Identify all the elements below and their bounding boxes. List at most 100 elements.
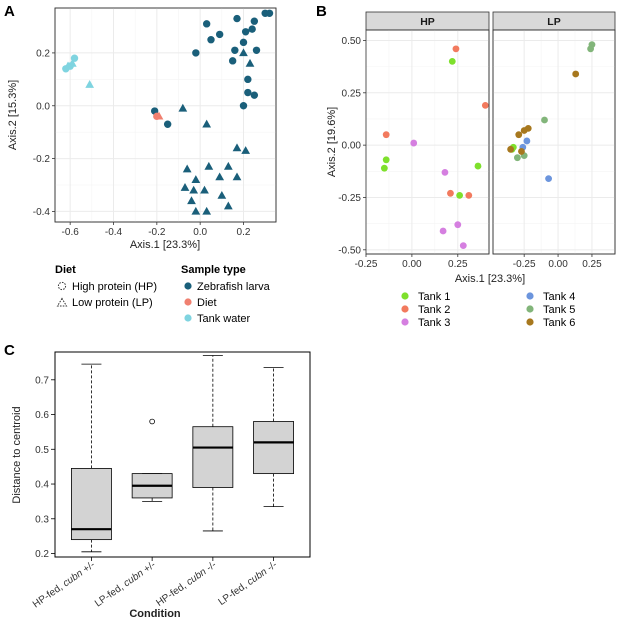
point-diet-triangle bbox=[154, 111, 164, 120]
legend-diet-item-hp: High protein (HP) bbox=[72, 281, 157, 293]
panel-a-x-ticks: -0.6 -0.4 -0.2 0.0 0.2 bbox=[62, 222, 251, 238]
y-tick-label: 0.6 bbox=[35, 410, 49, 421]
legend-swatch-tank-5 bbox=[526, 305, 534, 313]
y-tick-label: 0.2 bbox=[35, 549, 49, 560]
y-tick-label: 0.5 bbox=[35, 445, 49, 456]
y-tick-label: -0.2 bbox=[33, 154, 51, 165]
point-zebrafish-larva-circle bbox=[207, 36, 215, 44]
point-zebrafish-larva-circle bbox=[202, 20, 211, 28]
legend-label-tank-2: Tank 2 bbox=[418, 304, 450, 316]
facet-hp-frame bbox=[365, 29, 490, 255]
panel-c-boxplot: 0.20.30.40.50.60.7 HP-fed, cubn +/-LP-fe… bbox=[11, 351, 311, 620]
point-lp-tank-6 bbox=[507, 145, 515, 153]
panel-a-scatter: -0.6 -0.4 -0.2 0.0 0.2 -0.4 -0.2 0.0 0.2 Axis.1… bbox=[7, 7, 277, 251]
panel-c-x-ticks: HP-fed, cubn +/-LP-fed, cubn +/-HP-fed, … bbox=[31, 557, 279, 610]
point-hp-tank-3 bbox=[459, 242, 467, 250]
point-lp-tank-6 bbox=[572, 70, 580, 78]
legend-circle-icon bbox=[57, 281, 67, 291]
point-zebrafish-larva-circle bbox=[244, 88, 252, 97]
y-tick-label: -0.25 bbox=[338, 193, 361, 204]
legend-swatch-tank-3 bbox=[401, 318, 409, 326]
point-hp-tank-2 bbox=[452, 45, 460, 53]
box-3 bbox=[192, 355, 234, 532]
legend-swatch-tank-1 bbox=[401, 292, 409, 300]
point-zebrafish-larva-triangle bbox=[189, 185, 199, 194]
y-tick-label: 0.3 bbox=[35, 514, 49, 525]
point-zebrafish-larva-triangle bbox=[217, 190, 227, 199]
box-iqr bbox=[253, 421, 294, 475]
point-hp-tank-3 bbox=[410, 139, 418, 147]
panel-c-boxes bbox=[71, 355, 294, 553]
point-hp-tank-3 bbox=[439, 227, 447, 235]
panel-b-faceted-scatter: HP LP -0.25 0.00 0.25 -0.25 0.00 0.25 -0.50-0… bbox=[326, 11, 616, 329]
legend-label-tank-5: Tank 5 bbox=[543, 304, 575, 316]
legend-label-tank-6: Tank 6 bbox=[543, 317, 575, 329]
point-zebrafish-larva-circle bbox=[250, 91, 259, 99]
y-tick-label: -0.50 bbox=[338, 245, 361, 256]
x-tick-label: LP-fed, cubn -/- bbox=[217, 559, 280, 608]
legend-label-tank-3: Tank 3 bbox=[418, 317, 450, 329]
y-tick-label: -0.4 bbox=[33, 207, 51, 218]
x-tick-label: 0.2 bbox=[237, 227, 251, 238]
legend-swatch-tank-6 bbox=[526, 318, 534, 326]
point-lp-tank-5 bbox=[587, 45, 594, 53]
point-zebrafish-larva-triangle bbox=[202, 206, 212, 215]
panel-c-y-label: Distance to centroid bbox=[11, 406, 23, 503]
point-zebrafish-larva-triangle bbox=[215, 172, 225, 181]
y-tick-label: 0.0 bbox=[36, 101, 50, 112]
box-4 bbox=[253, 367, 294, 508]
legend-label-tank-1: Tank 1 bbox=[418, 291, 450, 303]
legend-sample-item-diet: Diet bbox=[197, 297, 217, 309]
x-tick-label: -0.2 bbox=[148, 227, 166, 238]
point-hp-tank-1 bbox=[382, 156, 390, 164]
legend-sample-item-zebrafish: Zebrafish larva bbox=[197, 281, 271, 293]
point-zebrafish-larva-triangle bbox=[223, 161, 233, 170]
point-tank-water-triangle bbox=[63, 61, 73, 70]
x-tick-label: 0.25 bbox=[448, 259, 468, 270]
panel-a-points bbox=[62, 9, 274, 215]
point-hp-tank-2 bbox=[382, 131, 390, 139]
y-tick-label: 0.2 bbox=[36, 48, 50, 59]
facet-lp-frame bbox=[492, 29, 616, 255]
panel-a-y-label: Axis.2 [15.3%] bbox=[7, 80, 19, 150]
point-zebrafish-larva-triangle bbox=[200, 185, 209, 194]
point-lp-tank-4 bbox=[523, 137, 531, 145]
x-tick-label: LP-fed, cubn +/- bbox=[93, 559, 158, 609]
y-tick-label: 0.4 bbox=[35, 480, 49, 491]
box-2 bbox=[131, 418, 173, 502]
panel-letter-a: A bbox=[4, 3, 15, 20]
point-zebrafish-larva-circle bbox=[192, 49, 200, 57]
point-hp-tank-1 bbox=[474, 162, 482, 170]
point-zebrafish-larva-circle bbox=[248, 25, 256, 33]
point-zebrafish-larva-circle bbox=[265, 9, 274, 17]
point-zebrafish-larva-triangle bbox=[191, 175, 201, 183]
panel-b-x-ticks: -0.25 0.00 0.25 -0.25 0.00 0.25 bbox=[355, 254, 602, 270]
panel-b-x-label: Axis.1 [23.3%] bbox=[455, 273, 525, 285]
point-zebrafish-larva-triangle bbox=[191, 206, 201, 215]
point-lp-tank-4 bbox=[545, 175, 552, 183]
panel-b-y-label: Axis.2 [19.6%] bbox=[326, 107, 338, 177]
panel-c-y-ticks: 0.2 0.3 0.4 0.5 0.6 0.7 bbox=[35, 375, 55, 560]
point-hp-tank-3 bbox=[441, 168, 449, 176]
legend-swatch-zebrafish-larva bbox=[184, 282, 192, 290]
point-zebrafish-larva-circle bbox=[163, 120, 172, 128]
point-zebrafish-larva-triangle bbox=[239, 48, 248, 57]
point-zebrafish-larva-circle bbox=[231, 46, 239, 54]
point-hp-tank-1 bbox=[456, 191, 464, 199]
point-zebrafish-larva-circle bbox=[228, 57, 237, 65]
point-hp-tank-2 bbox=[465, 191, 473, 199]
point-zebrafish-larva-circle bbox=[241, 28, 250, 36]
legend-swatch-tank-4 bbox=[526, 292, 534, 300]
point-zebrafish-larva-circle bbox=[244, 75, 252, 84]
point-lp-tank-6 bbox=[518, 148, 525, 155]
x-tick-label: 0.25 bbox=[582, 259, 602, 270]
x-tick-label-prefix: LP-fed, bbox=[217, 579, 252, 608]
point-lp-tank-5 bbox=[514, 154, 521, 162]
point-zebrafish-larva-triangle bbox=[178, 103, 188, 112]
legend-sample-title: Sample type bbox=[181, 264, 246, 276]
panel-a-y-ticks: -0.4 -0.2 0.0 0.2 bbox=[33, 48, 55, 218]
point-hp-tank-2 bbox=[447, 189, 454, 197]
x-tick-label: HP-fed, cubn -/- bbox=[154, 559, 218, 609]
legend-triangle-icon bbox=[56, 297, 68, 307]
